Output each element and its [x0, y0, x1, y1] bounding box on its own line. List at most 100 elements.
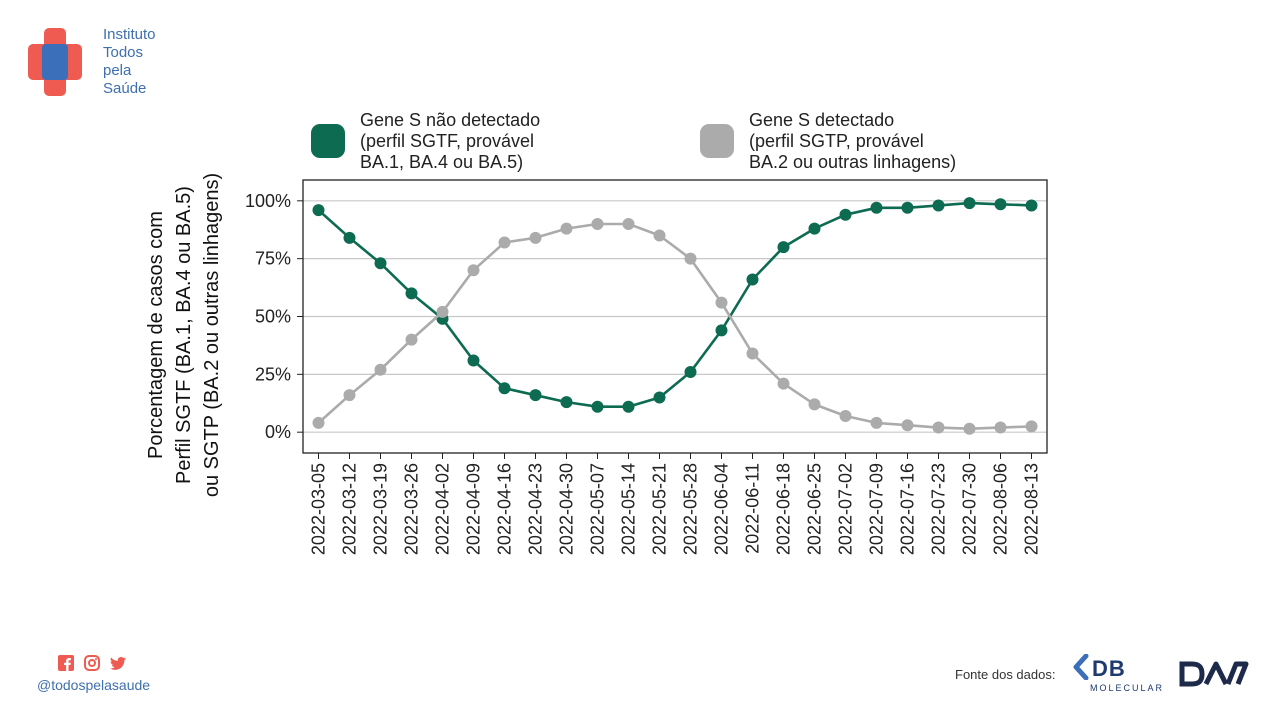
data-point-sgtp — [932, 421, 945, 434]
brand-line: pela — [103, 62, 132, 79]
x-tick-label: 2022-06-25 — [805, 463, 825, 555]
db-logo-subtext: MOLECULAR — [1090, 683, 1165, 693]
legend-label-sgtf: Gene S não detectado (perfil SGTF, prová… — [360, 110, 540, 173]
x-tick-label: 2022-04-02 — [433, 463, 453, 555]
twitter-icon[interactable] — [110, 655, 126, 671]
data-point-sgtf — [777, 241, 790, 254]
data-point-sgtf — [653, 391, 666, 404]
series-line-sgtf — [317, 201, 1032, 409]
data-point-sgtf — [498, 382, 511, 395]
legend-line: Gene S detectado — [749, 110, 895, 130]
x-tick-label: 2022-03-12 — [340, 463, 360, 555]
facebook-icon[interactable] — [58, 655, 74, 671]
data-point-sgtf — [746, 273, 759, 286]
y-tick-label: 75% — [255, 249, 291, 269]
brand-line: Instituto — [103, 26, 156, 43]
legend-line: BA.1, BA.4 ou BA.5) — [360, 152, 524, 172]
data-point-sgtp — [374, 363, 387, 376]
data-point-sgtp — [1025, 420, 1038, 433]
data-point-sgtp — [312, 416, 325, 429]
source-label: Fonte dos dados: — [955, 667, 1056, 682]
data-point-sgtf — [467, 354, 480, 367]
legend-line: BA.2 ou outras linhagens) — [749, 152, 957, 172]
db-mark-icon — [1073, 654, 1089, 680]
data-point-sgtp — [591, 217, 604, 230]
social-handle[interactable]: @todospelasaude — [37, 677, 151, 693]
data-point-sgtp — [343, 389, 356, 402]
data-point-sgtp — [684, 252, 697, 265]
series-line-sgtp — [317, 222, 1032, 431]
db-logo-text: DB — [1092, 656, 1126, 681]
brand-line: Todos — [103, 44, 144, 61]
data-point-sgtf — [839, 208, 852, 221]
data-point-sgtf — [529, 389, 542, 402]
data-point-sgtp — [994, 421, 1007, 434]
data-point-sgtp — [622, 217, 635, 230]
x-tick-label: 2022-08-06 — [991, 463, 1011, 555]
data-point-sgtf — [405, 287, 418, 300]
data-point-sgtp — [436, 305, 449, 318]
data-point-sgtp — [963, 422, 976, 435]
x-tick-label: 2022-06-04 — [712, 463, 732, 555]
x-tick-label: 2022-03-05 — [309, 463, 329, 555]
x-tick-label: 2022-05-21 — [650, 463, 670, 555]
brand-name: Instituto Todos pela Saúde — [103, 26, 156, 98]
x-tick-label: 2022-04-23 — [526, 463, 546, 555]
x-tick-label: 2022-07-09 — [867, 463, 887, 555]
data-point-sgtf — [808, 222, 821, 235]
data-point-sgtp — [467, 264, 480, 277]
y-tick-label: 50% — [255, 307, 291, 327]
x-tick-label: 2022-07-02 — [836, 463, 856, 555]
data-point-sgtp — [870, 416, 883, 429]
data-point-sgtp — [498, 236, 511, 249]
brand-line: Saúde — [103, 80, 147, 97]
cross-logo-icon — [28, 28, 82, 96]
y-tick-label: 25% — [255, 364, 291, 384]
x-tick-label: 2022-04-16 — [495, 463, 515, 555]
legend-line: Gene S não detectado — [360, 110, 541, 130]
data-point-sgtp — [715, 296, 728, 309]
data-point-sgtf — [870, 201, 883, 214]
data-point-sgtf — [622, 400, 635, 413]
x-tick-label: 2022-04-30 — [557, 463, 577, 555]
x-tick-label: 2022-03-19 — [371, 463, 391, 555]
x-tick-label: 2022-08-13 — [1022, 463, 1042, 555]
data-point-sgtf — [932, 199, 945, 212]
legend-swatch-sgtp — [700, 124, 734, 158]
data-point-sgtf — [343, 231, 356, 244]
y-tick-label: 0% — [265, 422, 291, 442]
legend-line: (perfil SGTP, provável — [749, 131, 924, 151]
x-tick-label: 2022-06-11 — [743, 463, 763, 554]
x-tick-label: 2022-07-30 — [960, 463, 980, 555]
data-point-sgtf — [715, 324, 728, 337]
plot-frame — [302, 179, 1048, 454]
data-point-sgtf — [312, 204, 325, 217]
x-tick-label: 2022-07-16 — [898, 463, 918, 555]
instagram-icon[interactable] — [84, 655, 100, 671]
data-point-sgtp — [901, 419, 914, 432]
x-tick-label: 2022-04-09 — [464, 463, 484, 555]
legend-line: (perfil SGTF, provável — [360, 131, 535, 151]
legend-item-sgtf: Gene S não detectado (perfil SGTF, prová… — [311, 110, 540, 173]
data-point-sgtf — [374, 257, 387, 270]
data-point-sgtf — [901, 201, 914, 214]
data-point-sgtp — [653, 229, 666, 242]
data-point-sgtf — [994, 198, 1007, 211]
data-point-sgtp — [560, 222, 573, 235]
legend-item-sgtp: Gene S detectado (perfil SGTP, provável … — [700, 110, 956, 173]
data-point-sgtf — [963, 197, 976, 210]
legend-label-sgtp: Gene S detectado (perfil SGTP, provável … — [749, 110, 956, 173]
y-tick-label: 100% — [245, 191, 291, 211]
x-tick-label: 2022-05-07 — [588, 463, 608, 555]
x-tick-label: 2022-03-26 — [402, 463, 422, 555]
data-point-sgtf — [591, 400, 604, 413]
brand-logo: Instituto Todos pela Saúde — [28, 26, 178, 100]
data-point-sgtp — [529, 231, 542, 244]
data-point-sgtf — [560, 396, 573, 409]
data-point-sgtp — [405, 333, 418, 346]
dasa-logo — [1179, 661, 1249, 687]
social-links — [58, 655, 126, 671]
data-point-sgtp — [777, 377, 790, 390]
legend-swatch-sgtf — [311, 124, 345, 158]
